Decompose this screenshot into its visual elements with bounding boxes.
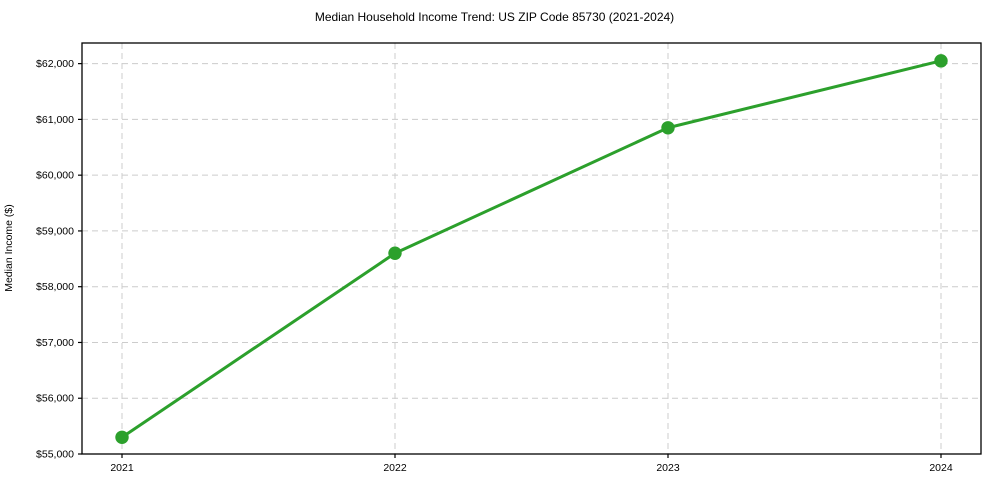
x-tick-label: 2022	[383, 462, 407, 474]
y-tick-label: $59,000	[36, 225, 74, 237]
y-tick-label: $60,000	[36, 170, 74, 182]
y-tick-label: $61,000	[36, 114, 74, 126]
plot-frame	[81, 42, 982, 455]
chart-title: Median Household Income Trend: US ZIP Co…	[314, 10, 675, 24]
data-point-marker	[115, 430, 129, 444]
x-tick-label: 2023	[656, 462, 680, 474]
y-tick-label: $58,000	[36, 281, 74, 293]
y-tick-label: $56,000	[36, 393, 74, 405]
y-tick-label: $62,000	[36, 58, 74, 70]
y-tick-label: $55,000	[36, 449, 74, 461]
data-point-marker	[934, 54, 948, 68]
data-point-marker	[388, 246, 402, 260]
x-tick-label: 2021	[110, 462, 134, 474]
data-line	[120, 59, 943, 439]
data-point-marker	[661, 121, 675, 135]
y-tick-label: $57,000	[36, 337, 74, 349]
x-tick-label: 2024	[929, 462, 953, 474]
